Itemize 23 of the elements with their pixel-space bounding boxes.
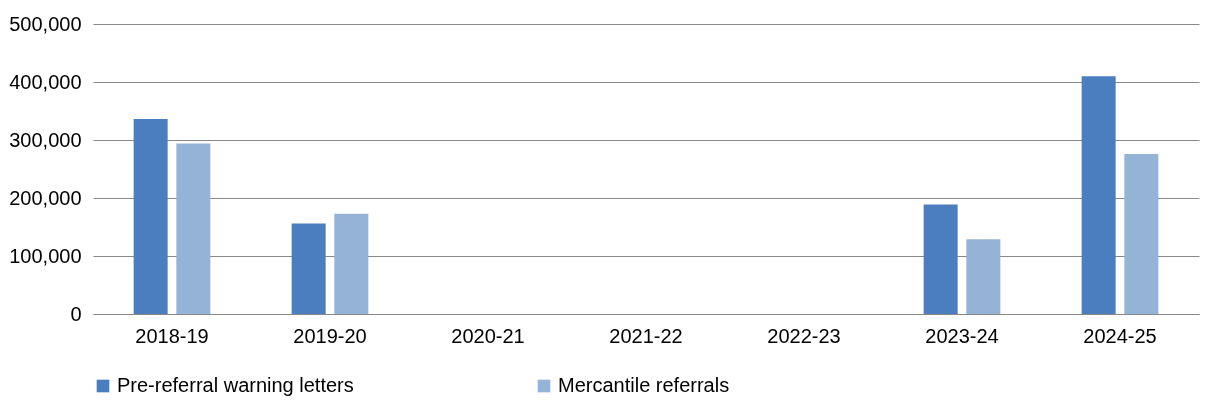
x-tick-label: 2021-22 — [609, 324, 683, 347]
bar — [291, 223, 326, 314]
y-tick-label: 0 — [70, 302, 82, 325]
bar — [966, 239, 1001, 314]
bar — [133, 119, 168, 314]
bar — [334, 213, 369, 314]
y-tick-label: 200,000 — [9, 186, 82, 209]
x-tick-label: 2020-21 — [451, 324, 525, 347]
x-tick-label: 2019-20 — [293, 324, 367, 347]
x-tick-label: 2018-19 — [135, 324, 209, 347]
bar — [1124, 153, 1159, 314]
legend-label: Pre-referral warning letters — [117, 374, 354, 396]
legend-label: Mercantile referrals — [558, 374, 730, 396]
y-tick-label: 400,000 — [9, 70, 82, 93]
y-tick-label: 300,000 — [9, 128, 82, 151]
x-tick-label: 2022-23 — [767, 324, 841, 347]
x-tick-label: 2023-24 — [925, 324, 999, 347]
y-tick-label: 500,000 — [9, 12, 82, 35]
x-tick-label: 2024-25 — [1083, 324, 1157, 347]
bar — [176, 143, 211, 314]
y-tick-label: 100,000 — [9, 244, 82, 267]
bar — [1081, 76, 1116, 314]
bar — [923, 204, 958, 314]
